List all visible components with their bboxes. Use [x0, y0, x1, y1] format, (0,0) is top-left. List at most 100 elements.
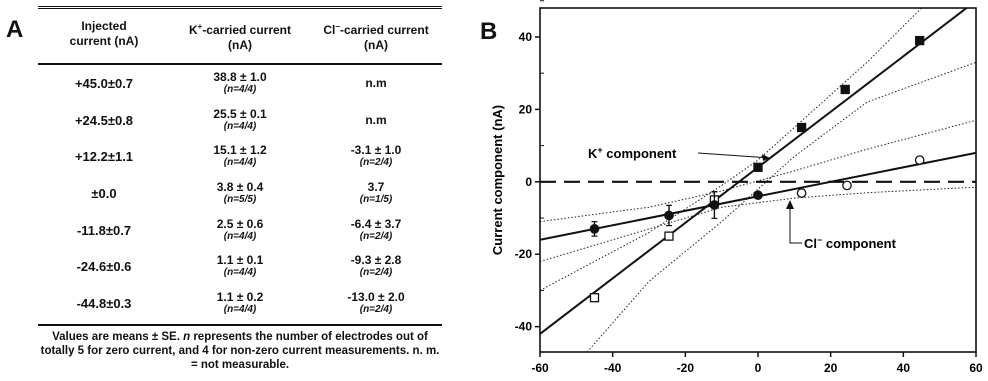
cl-n-count: (n=2/4) — [359, 267, 393, 279]
cl-label-sup: − — [817, 235, 822, 245]
cl-ci-upper-curve — [540, 119, 976, 223]
plot-frame — [539, 7, 977, 353]
cl-data-point — [709, 200, 720, 210]
table-row: ±0.0 3.8 ± 0.4 (n=5/5) 3.7 (n=1/5) — [38, 175, 442, 212]
panel-a-table-container: Injected current (nA) K+-carried current… — [38, 6, 442, 372]
k-label-base: K — [588, 146, 598, 161]
cell-k-current: 15.1 ± 1.2 (n=4/4) — [170, 138, 310, 175]
table-row: -11.8±0.7 2.5 ± 0.6 (n=4/4) -6.4 ± 3.7 (n=2/… — [38, 212, 442, 249]
k-value: 1.1 ± 0.2 — [216, 289, 264, 304]
cl-value: n.m — [365, 112, 387, 127]
cl-value: n.m — [365, 75, 387, 90]
header-injected: Injected current (nA) — [69, 19, 139, 48]
table-top-rule — [38, 6, 442, 9]
k-label-arrow — [697, 152, 771, 159]
cell-injected: -11.8±0.7 — [76, 222, 132, 238]
cell-injected: +12.2±1.1 — [74, 149, 134, 165]
k-n-count: (n=5/5) — [223, 193, 257, 205]
cell-k-current: 3.8 ± 0.4 (n=5/5) — [170, 175, 310, 212]
k-data-point — [915, 35, 925, 46]
header-k-current: K+-carried current (nA) — [188, 22, 292, 52]
header-rule — [38, 63, 442, 65]
table-bottom-rule — [38, 323, 442, 326]
x-tick-label: 60 — [969, 361, 983, 375]
k-n-count: (n=4/4) — [223, 120, 257, 132]
cl-n-count: (n=2/4) — [359, 303, 393, 315]
cl-data-point — [796, 188, 807, 198]
k-data-point — [589, 293, 600, 303]
cell-cl-current: -9.3 ± 2.8 (n=2/4) — [310, 248, 442, 285]
panel-b-chart: -40 -20 0 20 40 -60 -40 -20 0 20 40 60 Current compo… — [480, 0, 988, 381]
cl-value: -3.1 ± 1.0 — [350, 143, 402, 158]
y-tick-label: 20 — [519, 102, 533, 116]
k-ci-lower-curve — [586, 61, 976, 352]
cl-label-arrowhead — [786, 200, 794, 209]
cl-n-count: (n=2/4) — [359, 157, 393, 169]
k-component-label: K+ component — [588, 145, 677, 161]
cell-injected: +45.0±0.7 — [74, 75, 134, 91]
cell-injected: +24.5±0.8 — [74, 112, 134, 128]
cl-value: 3.7 — [367, 179, 385, 194]
k-value: 15.1 ± 1.2 — [213, 143, 267, 158]
x-tick-label: -20 — [677, 361, 695, 375]
table-body: +45.0±0.7 38.8 ± 1.0 (n=4/4) n.m +24.5±0.8 25… — [38, 65, 442, 322]
table-row: -44.8±0.3 1.1 ± 0.2 (n=4/4) -13.0 ± 2.0 (n=2… — [38, 285, 442, 322]
table-footnote: Values are means ± SE. n represents the … — [40, 330, 440, 371]
cell-cl-current: -13.0 ± 2.0 (n=2/4) — [310, 285, 442, 322]
cl-value: -13.0 ± 2.0 — [347, 289, 405, 304]
cl-ci-lower-curve — [540, 186, 976, 262]
cell-injected: -44.8±0.3 — [76, 295, 132, 311]
cl-label-base: Cl — [804, 236, 817, 251]
y-tick-label: -40 — [515, 320, 533, 334]
cell-cl-current: 3.7 (n=1/5) — [310, 175, 442, 212]
table-row: +24.5±0.8 25.5 ± 0.1 (n=4/4) n.m — [38, 102, 442, 139]
cell-cl-current: n.m — [310, 65, 442, 102]
y-axis-label: Current component (nA) — [490, 105, 505, 255]
cl-n-count: (n=1/5) — [359, 193, 393, 205]
k-n-count: (n=4/4) — [223, 267, 257, 279]
chart-svg: -40 -20 0 20 40 -60 -40 -20 0 20 40 60 Current compo… — [490, 0, 983, 375]
k-n-count: (n=4/4) — [223, 303, 257, 315]
current-table: Injected current (nA) K+-carried current… — [38, 15, 442, 322]
x-tick-label: 0 — [755, 361, 762, 375]
table-header-row: Injected current (nA) K+-carried current… — [38, 15, 442, 63]
y-tick-label: 40 — [519, 30, 533, 44]
cell-k-current: 25.5 ± 0.1 (n=4/4) — [170, 102, 310, 139]
cell-cl-current: n.m — [310, 102, 442, 139]
x-tick-label: -60 — [531, 361, 549, 375]
cell-k-current: 2.5 ± 0.6 (n=4/4) — [170, 212, 310, 249]
table-row: -24.6±0.6 1.1 ± 0.1 (n=4/4) -9.3 ± 2.8 (n=2/… — [38, 248, 442, 285]
cl-data-point — [589, 224, 600, 234]
cl-value: -9.3 ± 2.8 — [350, 253, 402, 268]
panel-a-letter: A — [6, 16, 24, 43]
cl-label-arrow — [789, 204, 802, 244]
x-tick-label: 20 — [824, 361, 838, 375]
cl-value: -6.4 ± 3.7 — [350, 216, 402, 231]
cell-injected: ±0.0 — [91, 185, 117, 201]
cl-label-rest: component — [822, 236, 896, 251]
k-label-sup: + — [597, 145, 602, 155]
k-label-arrowhead — [762, 154, 770, 161]
k-value: 3.8 ± 0.4 — [216, 179, 264, 194]
cell-k-current: 1.1 ± 0.1 (n=4/4) — [170, 248, 310, 285]
header-cl-current: Cl−-carried current (nA) — [323, 22, 429, 52]
panel-b-letter: B — [480, 18, 498, 45]
cl-data-point — [753, 190, 763, 201]
k-data-point — [840, 84, 850, 95]
cl-data-point — [842, 180, 852, 191]
cell-cl-current: -6.4 ± 3.7 (n=2/4) — [310, 212, 442, 249]
cell-k-current: 1.1 ± 0.2 (n=4/4) — [170, 285, 310, 322]
cell-k-current: 38.8 ± 1.0 (n=4/4) — [170, 65, 310, 102]
k-value: 2.5 ± 0.6 — [216, 216, 264, 231]
plot-area — [540, 8, 976, 352]
y-tick-label: -20 — [515, 247, 533, 261]
k-ci-upper-curve — [540, 8, 922, 291]
cl-data-point — [664, 210, 674, 221]
k-n-count: (n=4/4) — [223, 83, 257, 95]
cl-data-point — [914, 155, 925, 165]
k-value: 1.1 ± 0.1 — [216, 253, 264, 268]
k-data-point — [753, 162, 763, 172]
cell-cl-current: -3.1 ± 1.0 (n=2/4) — [310, 138, 442, 175]
k-n-count: (n=4/4) — [223, 157, 257, 169]
x-tick-label: -40 — [604, 361, 622, 375]
